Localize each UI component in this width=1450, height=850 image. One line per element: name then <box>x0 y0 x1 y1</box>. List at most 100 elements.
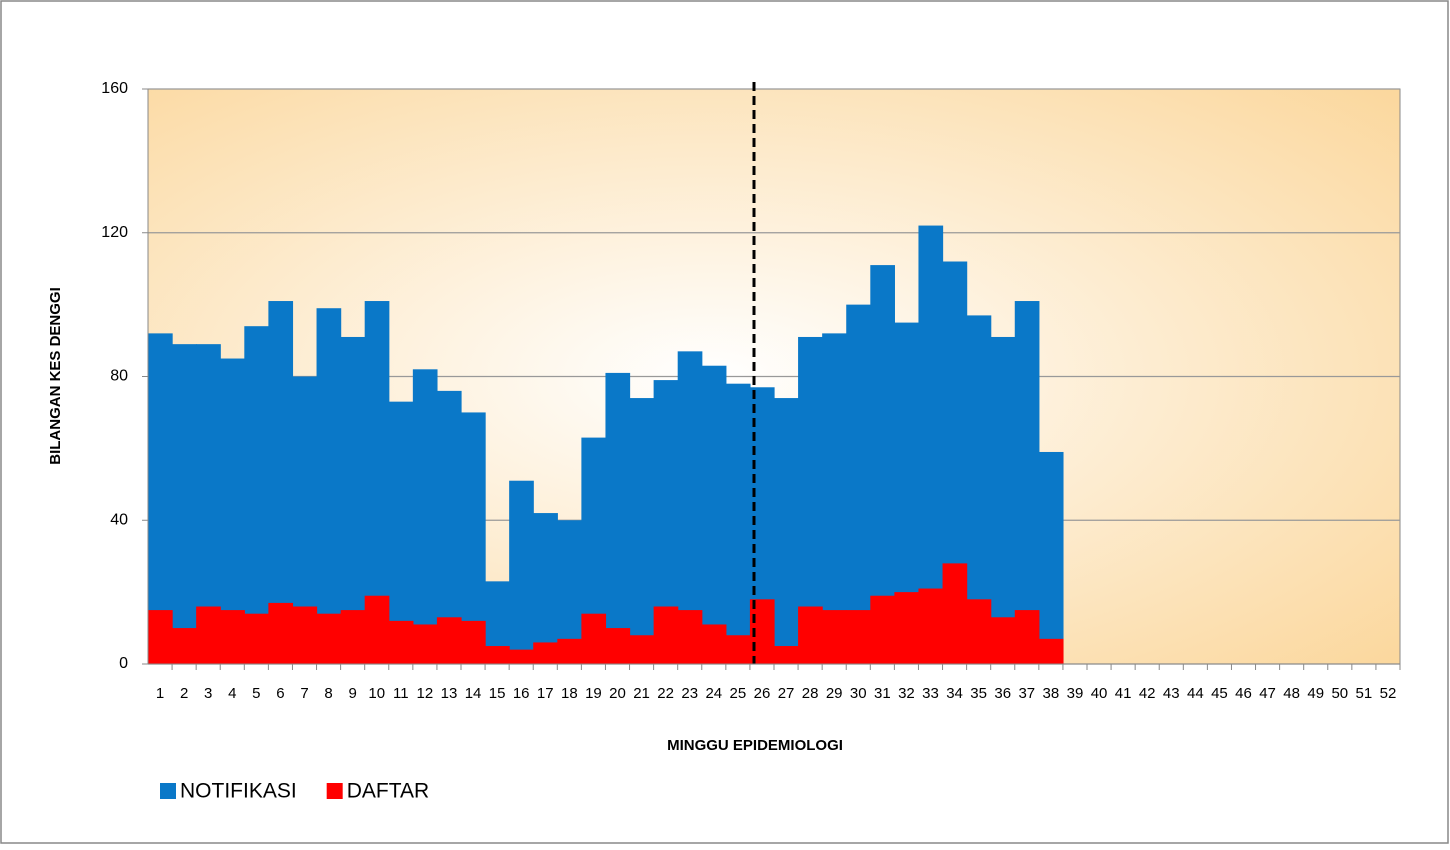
x-tick-label: 10 <box>368 685 385 702</box>
area-step <box>244 613 269 664</box>
x-tick-label: 5 <box>252 685 260 702</box>
x-tick-label: 20 <box>609 685 626 702</box>
x-tick-label: 51 <box>1356 685 1373 702</box>
area-step <box>1038 451 1064 664</box>
x-tick-label: 41 <box>1115 685 1132 702</box>
x-tick-label: 49 <box>1307 685 1324 702</box>
x-tick-label: 14 <box>465 685 482 702</box>
x-tick-label: 44 <box>1187 685 1204 702</box>
area-step <box>388 620 414 664</box>
x-tick-label: 50 <box>1331 685 1348 702</box>
x-tick-label: 26 <box>754 685 771 702</box>
x-tick-label: 12 <box>417 685 434 702</box>
area-step <box>340 336 366 664</box>
legend-label: DAFTAR <box>347 780 429 803</box>
y-axis-label: BILANGAN KES DENGGI <box>47 287 64 465</box>
area-step <box>268 602 294 664</box>
x-tick-label: 27 <box>778 685 795 702</box>
x-tick-label: 24 <box>705 685 722 702</box>
area-step <box>148 333 173 664</box>
area-step <box>870 595 895 664</box>
area-step <box>581 613 607 664</box>
x-tick-label: 16 <box>513 685 530 702</box>
area-step <box>412 369 438 664</box>
x-tick-label: 25 <box>730 685 747 702</box>
area-step <box>990 336 1016 664</box>
area-step <box>846 610 871 664</box>
area-step <box>966 599 992 664</box>
y-tick-label: 160 <box>101 80 128 97</box>
area-step <box>316 613 342 664</box>
area-step <box>412 624 438 664</box>
x-tick-label: 11 <box>393 685 409 702</box>
area-step <box>822 610 847 664</box>
area-step <box>894 592 920 664</box>
x-tick-label: 39 <box>1067 685 1084 702</box>
x-tick-label: 4 <box>228 685 236 702</box>
area-step <box>942 563 968 664</box>
area-step <box>701 624 727 664</box>
x-tick-label: 40 <box>1091 685 1108 702</box>
legend-swatch <box>326 783 343 799</box>
y-tick-label: 0 <box>119 655 128 672</box>
y-tick-label: 40 <box>110 511 128 528</box>
x-tick-label: 21 <box>633 685 650 702</box>
x-tick-label: 15 <box>489 685 506 702</box>
area-step <box>1014 610 1040 664</box>
y-tick-label: 120 <box>101 224 128 241</box>
area-step <box>388 401 414 664</box>
legend-label: NOTIFIKASI <box>180 780 297 803</box>
x-tick-label: 1 <box>156 685 164 702</box>
area-step <box>148 610 173 664</box>
area-step <box>629 635 655 664</box>
area-step <box>316 308 342 664</box>
x-tick-label: 3 <box>204 685 212 702</box>
area-step <box>725 383 751 664</box>
x-tick-label: 37 <box>1018 685 1035 702</box>
area-step <box>1014 301 1040 664</box>
area-step <box>798 606 823 664</box>
y-tick-label: 80 <box>110 368 128 385</box>
x-tick-label: 33 <box>922 685 939 702</box>
x-tick-label: 45 <box>1211 685 1228 702</box>
area-step <box>461 620 486 664</box>
x-tick-label: 22 <box>657 685 674 702</box>
x-tick-label: 36 <box>994 685 1011 702</box>
area-step <box>1038 638 1064 664</box>
area-step <box>629 398 655 664</box>
x-tick-label: 48 <box>1283 685 1300 702</box>
x-tick-label: 46 <box>1235 685 1252 702</box>
x-tick-label: 18 <box>561 685 578 702</box>
x-tick-label: 31 <box>874 685 891 702</box>
area-step <box>172 344 197 664</box>
area-step <box>292 606 318 664</box>
x-tick-label: 52 <box>1380 685 1397 702</box>
area-step <box>172 628 197 664</box>
area-step <box>557 638 582 664</box>
area-step <box>196 606 221 664</box>
area-step <box>364 595 390 664</box>
x-tick-label: 30 <box>850 685 867 702</box>
area-step <box>605 372 631 664</box>
area-step <box>774 398 799 664</box>
area-step <box>990 617 1016 664</box>
x-tick-label: 19 <box>585 685 602 702</box>
area-step <box>220 610 245 664</box>
x-tick-label: 38 <box>1043 685 1060 702</box>
x-tick-label: 34 <box>946 685 963 702</box>
area-step <box>822 333 847 664</box>
x-tick-label: 9 <box>348 685 356 702</box>
area-step <box>605 628 631 664</box>
area-step <box>677 610 703 664</box>
x-tick-label: 6 <box>276 685 284 702</box>
x-tick-label: 7 <box>300 685 308 702</box>
area-step <box>918 588 944 664</box>
x-tick-label: 42 <box>1139 685 1156 702</box>
x-tick-label: 13 <box>441 685 458 702</box>
area-step <box>485 646 510 664</box>
area-step <box>436 617 462 664</box>
x-tick-label: 32 <box>898 685 915 702</box>
area-step <box>846 304 871 664</box>
x-axis-label: MINGGU EPIDEMIOLOGI <box>667 737 843 754</box>
